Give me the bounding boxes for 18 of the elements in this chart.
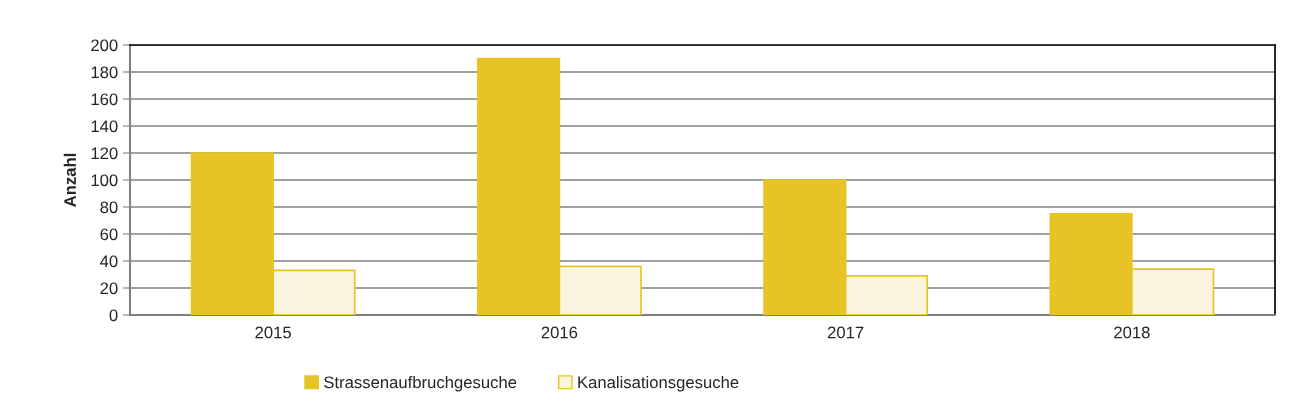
y-tick-label: 0 — [109, 309, 118, 322]
legend-label: Kanalisationsgesuche — [578, 375, 739, 392]
y-tick-label: 80 — [100, 201, 118, 214]
x-tick-label: 2017 — [827, 326, 864, 339]
y-tick-label: 200 — [91, 39, 118, 52]
y-tick-label: 160 — [91, 93, 118, 106]
y-tick-label: 100 — [91, 174, 118, 187]
y-axis-title: Anzahl — [63, 153, 76, 207]
x-tick-label: 2015 — [255, 326, 291, 339]
y-tick-label: 40 — [100, 255, 118, 268]
y-tick-label: 60 — [100, 228, 118, 241]
y-tick-label: 20 — [100, 282, 118, 295]
y-tick-label: 120 — [91, 147, 118, 160]
y-tick-label: 140 — [91, 120, 118, 133]
y-tick-label: 180 — [91, 66, 118, 79]
legend-label: Strassenaufbruchgesuche — [324, 375, 517, 392]
x-tick-label: 2016 — [541, 326, 578, 339]
x-tick-label: 2018 — [1114, 326, 1150, 339]
